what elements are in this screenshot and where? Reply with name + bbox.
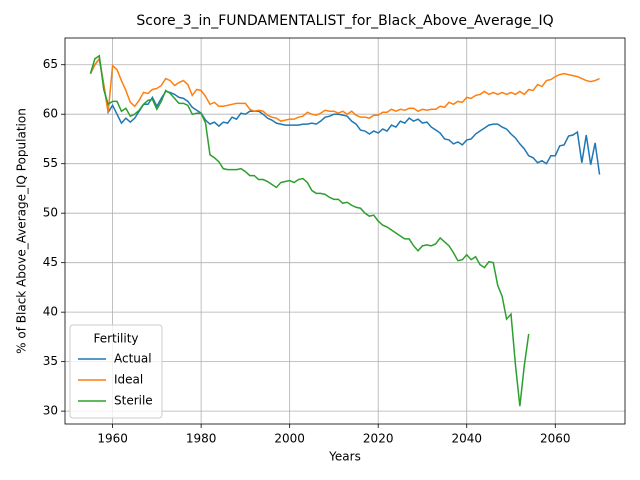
chart-title: Score_3_in_FUNDAMENTALIST_for_Black_Abov… <box>136 13 553 29</box>
data-line <box>89 56 600 122</box>
x-tick-label: 1960 <box>97 432 128 446</box>
y-tick-label: 55 <box>43 156 58 170</box>
y-tick-label: 65 <box>43 57 58 71</box>
y-tick-label: 35 <box>43 354 58 368</box>
y-tick-label: 50 <box>43 206 58 220</box>
y-tick-label: 40 <box>43 305 58 319</box>
x-tick-label: 1980 <box>186 432 217 446</box>
y-tick-label: 45 <box>43 255 58 269</box>
data-line <box>89 54 530 407</box>
legend-box <box>69 324 163 419</box>
x-tick-label: 2040 <box>451 432 482 446</box>
legend-label: Sterile <box>114 394 153 408</box>
y-tick-label: 60 <box>43 107 58 121</box>
x-tick-label: 2000 <box>274 432 305 446</box>
legend: Fertility Actual Ideal Sterile <box>69 324 163 419</box>
x-tick-label: 2060 <box>540 432 571 446</box>
y-axis-label: % of Black Above_Average_IQ Population <box>15 108 29 354</box>
x-tick-label: 2020 <box>363 432 394 446</box>
y-tick-label: 30 <box>43 404 58 418</box>
legend-title: Fertility <box>93 332 138 346</box>
data-line <box>89 56 601 175</box>
legend-label: Ideal <box>114 373 143 387</box>
legend-label: Actual <box>114 352 152 366</box>
x-axis-label: Years <box>328 450 361 464</box>
plot-frame <box>64 37 626 425</box>
